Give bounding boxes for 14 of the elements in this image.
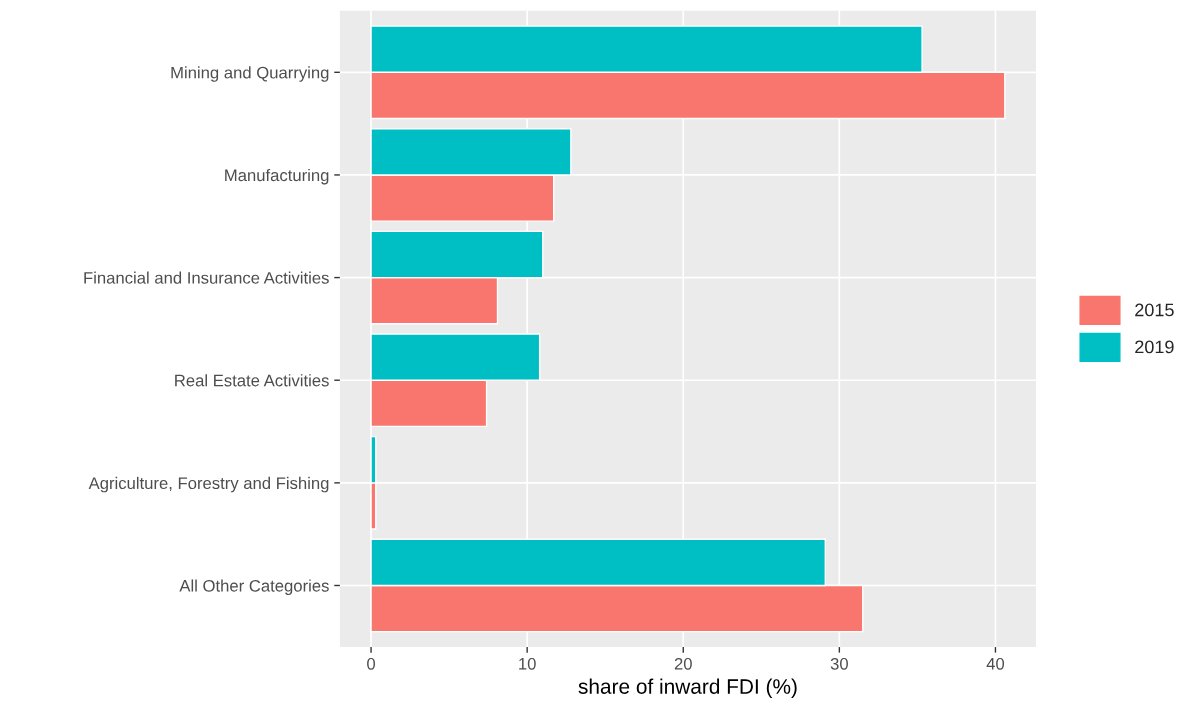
y-tick-label: Agriculture, Forestry and Fishing — [88, 476, 329, 493]
y-tick-label: Real Estate Activities — [175, 374, 329, 387]
y-tick-label: Mining and Quarrying — [171, 66, 329, 82]
legend-label: 2019 — [1135, 340, 1174, 354]
x-axis-title: share of inward FDI (%) — [578, 678, 797, 698]
x-tick-label: 0 — [367, 657, 376, 670]
x-tick-label: 20 — [674, 657, 692, 670]
y-tick-label: Manufacturing — [225, 168, 329, 185]
x-tick-label: 10 — [519, 657, 536, 670]
legend-label: 2015 — [1135, 303, 1174, 317]
y-tick-label: Financial and Insurance Activities — [84, 271, 329, 284]
x-tick-label: 40 — [986, 657, 1005, 670]
y-tick-label: All Other Categories — [179, 579, 329, 595]
x-tick-label: 30 — [830, 657, 848, 670]
